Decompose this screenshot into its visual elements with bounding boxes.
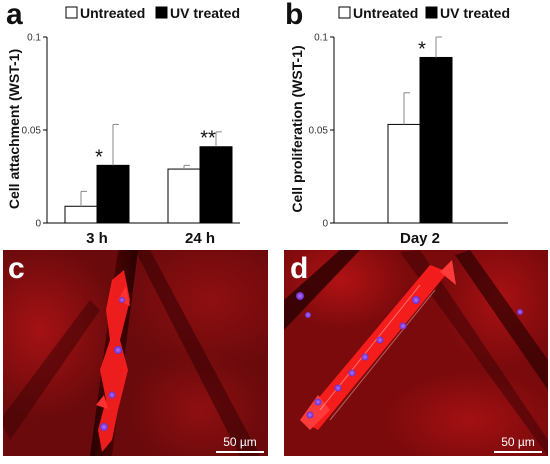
bar-untreated <box>64 205 98 224</box>
x-category-label: 3 h <box>86 230 108 247</box>
significance-marker: * <box>95 146 103 168</box>
significance-marker: * <box>418 38 426 60</box>
nucleus <box>334 384 342 392</box>
y-axis-label: Cell attachment (WST-1) <box>6 49 22 209</box>
significance-markers: * <box>418 38 426 60</box>
micrograph-c: c 50 µm <box>3 250 268 456</box>
significance-markers: *** <box>95 128 216 169</box>
panel-b: b Untreated UV treated Cell proliferatio… <box>285 0 510 247</box>
nucleus <box>119 297 125 303</box>
nucleus <box>348 369 356 377</box>
panel-letter-c: c <box>8 252 25 285</box>
legend-swatch-uv <box>425 6 438 19</box>
nucleus <box>306 411 314 419</box>
micrograph-d: d 50 µm <box>284 250 548 456</box>
x-categories: 3 h 24 h <box>86 230 215 247</box>
y-tick-label: 0.05 <box>309 126 329 137</box>
bar-untreated <box>387 123 421 224</box>
nucleus <box>305 312 311 318</box>
panel-a: a Untreated UV treated Cell attachment (… <box>6 0 240 247</box>
nucleus <box>412 296 420 304</box>
legend-swatch-untreated <box>338 6 351 19</box>
legend-label-uv: UV treated <box>440 5 510 21</box>
x-category-label: Day 2 <box>400 230 440 247</box>
bar-uv-treated <box>96 164 130 224</box>
panel-letter-d: d <box>290 252 308 285</box>
nucleus <box>517 309 523 315</box>
y-tick-label: 0.1 <box>27 33 41 44</box>
legend-label-untreated: Untreated <box>80 5 145 21</box>
nucleus <box>100 423 108 431</box>
x-category-label: 24 h <box>185 230 215 247</box>
nucleus <box>376 336 384 344</box>
nucleus <box>296 292 304 300</box>
scale-bar-label: 50 µm <box>501 435 535 449</box>
y-axis-label: Cell proliferation (WST-1) <box>289 45 305 212</box>
significance-marker: ** <box>200 128 216 150</box>
legend-swatch-untreated <box>65 6 78 19</box>
nucleus <box>399 322 407 330</box>
nucleus <box>314 398 322 406</box>
y-ticks: 0 0.05 0.1 <box>22 33 47 230</box>
y-tick-label: 0.1 <box>314 33 328 44</box>
y-tick-label: 0 <box>35 219 41 230</box>
x-categories: Day 2 <box>400 230 440 247</box>
nucleus <box>114 346 122 354</box>
bars <box>64 146 233 224</box>
nucleus <box>361 353 369 361</box>
error-bars <box>403 36 442 125</box>
scale-bar-label: 50 µm <box>223 435 257 449</box>
y-tick-label: 0 <box>322 219 328 230</box>
bars <box>387 56 453 224</box>
y-ticks: 0 0.05 0.1 <box>309 33 334 230</box>
legend-label-uv: UV treated <box>170 5 240 21</box>
y-tick-label: 0.05 <box>22 126 42 137</box>
bar-untreated <box>167 168 201 224</box>
panel-letter-a: a <box>6 0 23 31</box>
panel-letter-b: b <box>285 0 303 31</box>
bar-uv-treated <box>199 146 233 224</box>
error-bars <box>80 123 222 207</box>
bar-uv-treated <box>419 56 453 224</box>
legend-label-untreated: Untreated <box>353 5 418 21</box>
nucleus <box>108 391 116 399</box>
legend-swatch-uv <box>155 6 168 19</box>
